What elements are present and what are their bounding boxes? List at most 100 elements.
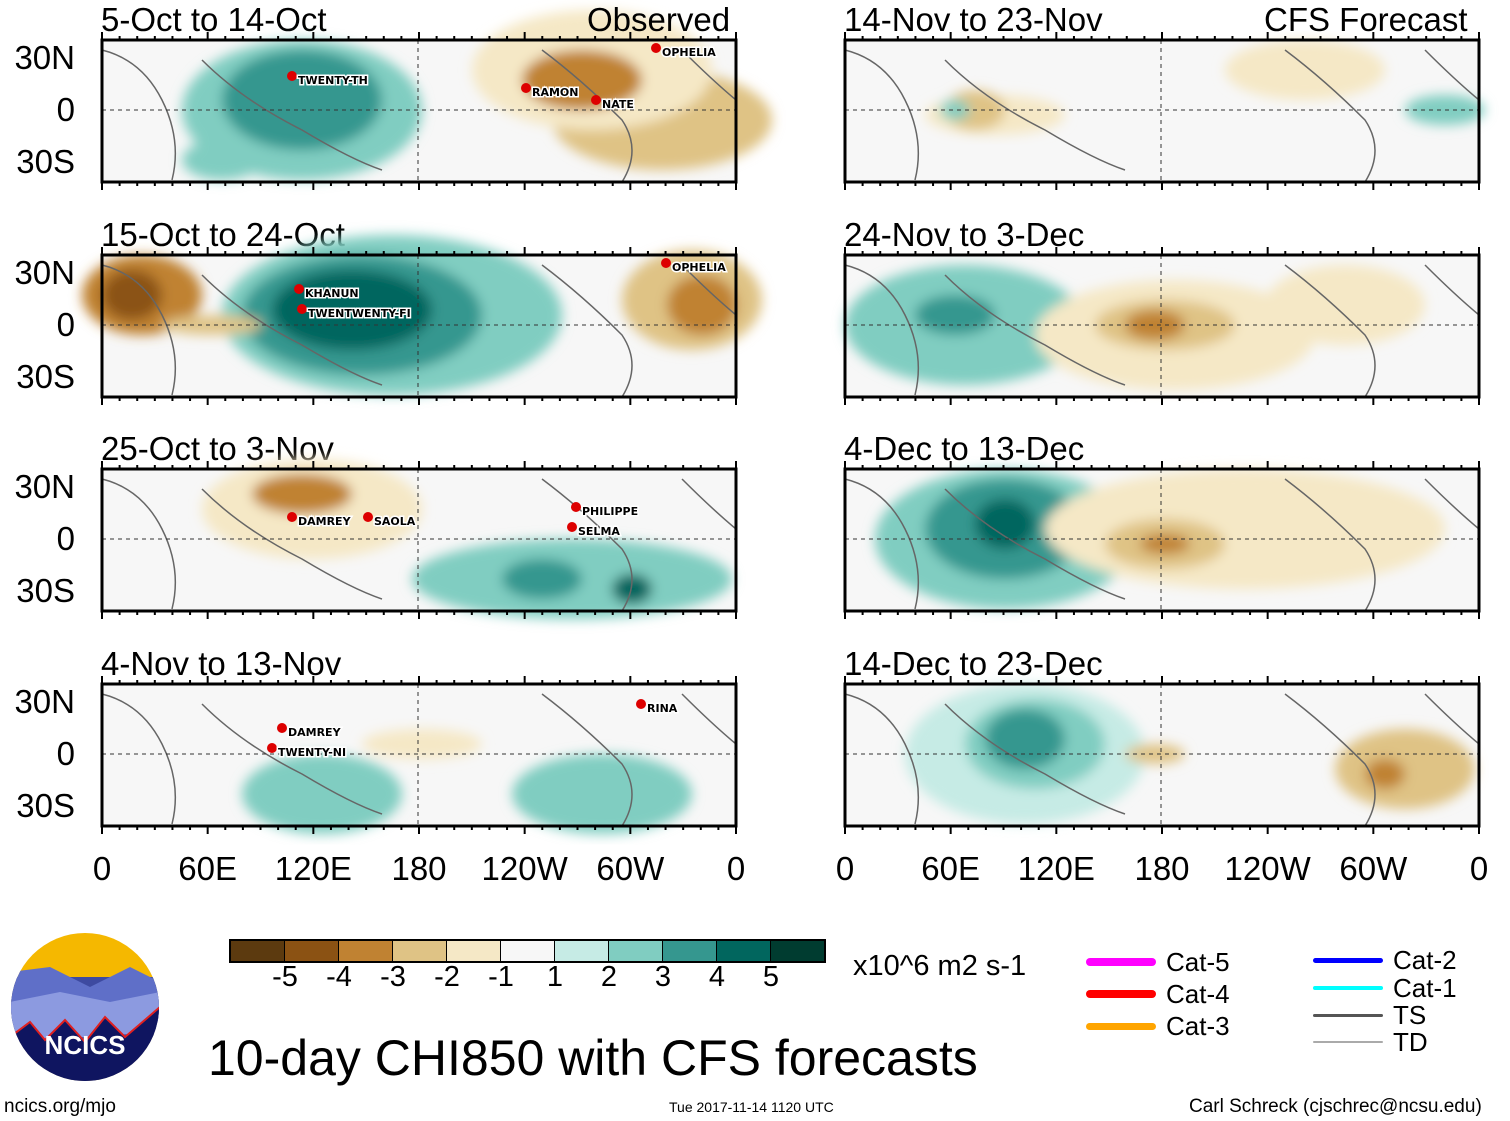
panel-title: 14-Nov to 23-Nov <box>844 1 1103 38</box>
anomaly-region <box>1225 40 1385 100</box>
cyclone-icon <box>277 723 287 733</box>
anomaly-region <box>1125 744 1185 764</box>
legend-label: Cat-1 <box>1393 973 1457 1003</box>
colorbar-swatch <box>555 941 609 961</box>
colorbar-label: -1 <box>488 961 514 993</box>
map-panel <box>843 32 1485 190</box>
map-panel <box>843 676 1481 834</box>
storm-label: TWENTY-NI <box>278 746 346 759</box>
cyclone-icon <box>267 743 277 753</box>
lon-label: 0 <box>835 850 855 887</box>
storm-label: SELMA <box>578 525 620 538</box>
colorbar-label: -4 <box>326 961 352 993</box>
cyclone-icon <box>363 512 373 522</box>
storm-label: DAMREY <box>298 515 352 528</box>
lat-label: 30N <box>14 39 75 76</box>
anomaly-region <box>975 499 1035 549</box>
anomaly-region <box>222 50 382 150</box>
anomaly-region <box>272 270 432 350</box>
colorbar-swatch <box>663 941 717 961</box>
lat-label: 0 <box>56 306 75 343</box>
lon-label: 120E <box>274 850 352 887</box>
colorbar-swatch <box>339 941 393 961</box>
anomaly-region <box>1140 534 1190 554</box>
lat-label: 0 <box>56 735 75 772</box>
lat-label: 0 <box>56 91 75 128</box>
legend-line <box>1313 957 1383 963</box>
legend-line <box>1086 1022 1156 1030</box>
anomaly-region <box>915 295 995 335</box>
anomaly-region <box>1045 469 1445 589</box>
lon-label: 0 <box>726 850 746 887</box>
colorbar-label: -3 <box>380 961 406 993</box>
anomaly-region <box>182 140 262 180</box>
legend-line <box>1086 958 1156 966</box>
cyclone-icon <box>651 43 661 53</box>
cyclone-icon <box>567 522 577 532</box>
storm-label: PHILIPPE <box>582 505 638 518</box>
panel-title: 5-Oct to 14-Oct <box>101 1 327 38</box>
lon-label: 60W <box>1339 850 1408 887</box>
colorbar-units: x10^6 m2 s-1 <box>853 950 1027 982</box>
storm-label: TWENTWENTY-FI <box>308 307 411 320</box>
coastlines <box>101 478 737 612</box>
panel-title: 24-Nov to 3-Dec <box>844 216 1085 253</box>
lat-label: 30S <box>16 572 75 609</box>
colorbar-swatch <box>771 941 824 961</box>
lon-label: 0 <box>1469 850 1489 887</box>
cyclone-icon <box>636 699 646 709</box>
storm-label: KHANUN <box>305 287 359 300</box>
storm-label: TWENTY-TH <box>298 74 368 87</box>
footer-url[interactable]: ncics.org/mjo <box>4 1096 116 1117</box>
lon-label: 180 <box>391 850 447 887</box>
figure-title: 10-day CHI850 with CFS forecasts <box>208 1030 978 1086</box>
legend-item: Cat-2 <box>1313 947 1457 973</box>
coastlines <box>844 693 1480 827</box>
anomaly-region <box>1365 759 1405 789</box>
lat-label: 30S <box>16 143 75 180</box>
colorbar-label: 1 <box>546 961 564 993</box>
storm-label: DAMREY <box>288 726 342 739</box>
lat-label: 30S <box>16 358 75 395</box>
cyclone-icon <box>591 95 601 105</box>
anomaly-region <box>162 315 262 335</box>
map-panel: TWENTY-TH RAMON NATE OPHELIA <box>100 10 772 190</box>
legend-label: Cat-4 <box>1166 979 1230 1009</box>
colorbar <box>229 939 826 963</box>
anomaly-region <box>612 574 652 604</box>
cyclone-icon <box>661 258 671 268</box>
lon-label: 60E <box>921 850 981 887</box>
coastlines <box>101 49 737 183</box>
cyclone-icon <box>521 83 531 93</box>
cyclone-icon <box>297 304 307 314</box>
map-panel: KHANUN TWENTWENTY-FI OPHELIA <box>82 235 762 405</box>
lat-label: 30S <box>16 787 75 824</box>
panel-title: 15-Oct to 24-Oct <box>101 216 345 253</box>
lon-label: 60E <box>178 850 238 887</box>
legend-label: Cat-2 <box>1393 945 1457 975</box>
panel-title: 4-Nov to 13-Nov <box>101 645 342 682</box>
colorbar-swatch <box>447 941 501 961</box>
anomaly-region <box>522 50 642 110</box>
legend-item: Cat-4 <box>1086 981 1230 1007</box>
legend-item: TD <box>1313 1029 1428 1055</box>
colorbar-label: 2 <box>600 961 618 993</box>
legend-label: TD <box>1393 1027 1428 1057</box>
lon-label: 0 <box>92 850 112 887</box>
cyclone-icon <box>287 512 297 522</box>
storm-label: OPHELIA <box>672 261 726 274</box>
footer-author: Carl Schreck (cjschrec@ncsu.edu) <box>1189 1096 1482 1117</box>
coastlines <box>844 264 1480 398</box>
anomaly-region <box>1335 729 1475 809</box>
colorbar-label: -2 <box>434 961 460 993</box>
colorbar-label: 5 <box>762 961 780 993</box>
anomaly-region <box>252 474 352 514</box>
storm-label: OPHELIA <box>662 46 716 59</box>
coastlines <box>101 264 737 398</box>
cyclone-icon <box>294 284 304 294</box>
anomaly-region <box>940 100 970 120</box>
forecast-header: CFS Forecast <box>1264 1 1468 38</box>
map-panel <box>843 461 1481 619</box>
observed-header: Observed <box>587 1 731 38</box>
coastlines <box>101 693 737 827</box>
